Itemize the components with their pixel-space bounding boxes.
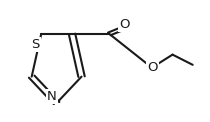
Text: S: S	[31, 38, 40, 51]
Text: O: O	[119, 18, 129, 30]
Text: N: N	[47, 90, 56, 103]
Text: O: O	[147, 61, 158, 74]
